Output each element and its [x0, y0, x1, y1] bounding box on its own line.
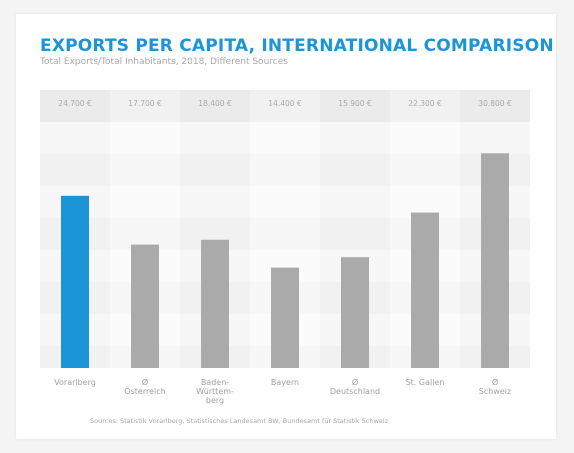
- background-stripe: [40, 122, 530, 154]
- chart-subtitle: Total Exports/Total Inhabitants, 2018, D…: [40, 57, 288, 67]
- bar: [201, 239, 229, 368]
- value-label: 15.900 €: [338, 99, 372, 108]
- bar: [131, 244, 159, 368]
- bar: [341, 257, 369, 368]
- source-note: Sources: Statistik Vorarlberg, Statistis…: [90, 417, 389, 425]
- bars: [61, 153, 509, 368]
- bar: [271, 267, 299, 368]
- value-label: 14.400 €: [268, 99, 302, 108]
- value-label: 17.700 €: [128, 99, 162, 108]
- bar: [481, 153, 509, 368]
- category-label: St. Gallen: [405, 378, 445, 387]
- category-label: Ø Deutschland: [329, 378, 381, 396]
- category-label: Baden- Württem- berg: [196, 378, 234, 405]
- category-label: Ø Österreich: [124, 378, 166, 396]
- value-label: 18.400 €: [198, 99, 232, 108]
- chart-title: EXPORTS PER CAPITA, INTERNATIONAL COMPAR…: [40, 36, 554, 56]
- value-label: 22.300 €: [408, 99, 442, 108]
- bar: [61, 195, 89, 368]
- category-label: Bayern: [270, 378, 300, 387]
- value-label: 24.700 €: [58, 99, 92, 108]
- background-stripe: [40, 186, 530, 218]
- category-label: Vorarlberg: [54, 378, 96, 387]
- bar: [411, 212, 439, 368]
- category-label: Ø Schweiz: [478, 378, 512, 396]
- value-label: 30.800 €: [478, 99, 512, 108]
